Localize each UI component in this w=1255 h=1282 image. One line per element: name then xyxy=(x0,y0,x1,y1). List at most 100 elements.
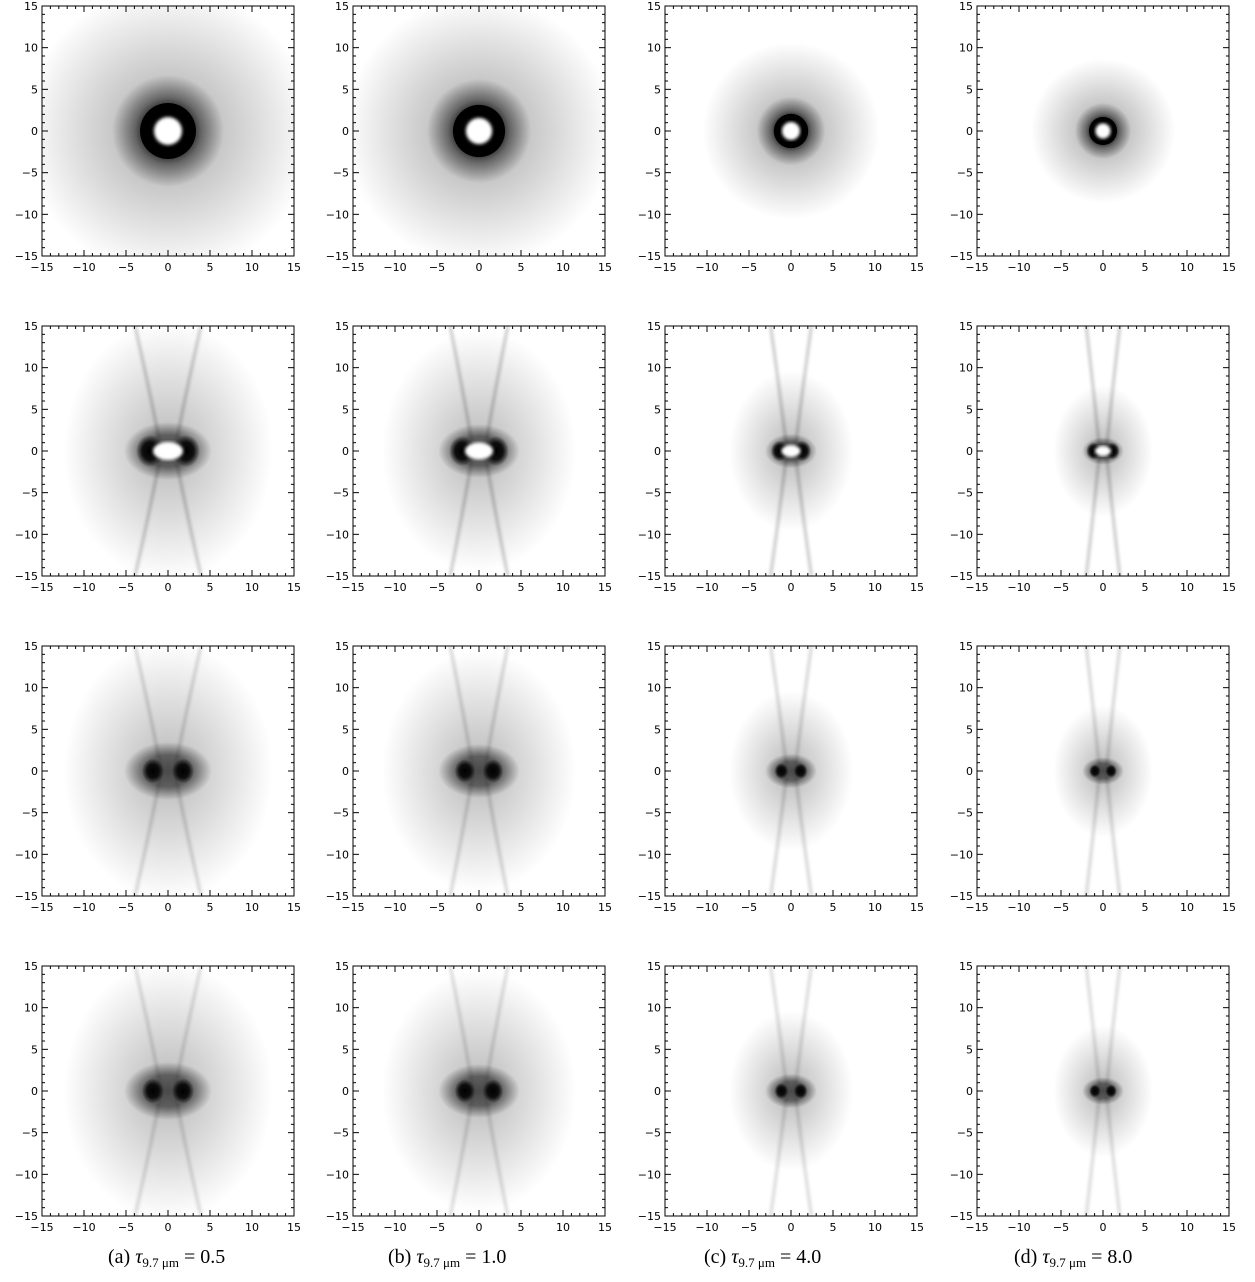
y-tick-label: 15 xyxy=(959,0,973,13)
panel-r1-c4: −15−15 −10 −10 −5 −5 0 0 5 5 10 10 15 15 xyxy=(950,0,1236,274)
dust-image xyxy=(977,326,1229,576)
y-tick-label: −15 xyxy=(326,1210,349,1223)
y-tick-label: 0 xyxy=(342,765,349,778)
x-tick-label: −15 xyxy=(965,261,988,274)
y-tick-label: 15 xyxy=(959,640,973,653)
x-tick-label: 10 xyxy=(556,1221,570,1234)
caption-a: (a) τ9.7 μm = 0.5 xyxy=(108,1246,226,1270)
caption-b: (b) τ9.7 μm = 1.0 xyxy=(388,1246,507,1270)
x-tick-label: 10 xyxy=(556,581,570,594)
x-tick-label: 5 xyxy=(1142,581,1149,594)
y-tick-label: −15 xyxy=(15,250,38,263)
x-tick-label: 15 xyxy=(910,901,924,914)
y-tick-label: 0 xyxy=(654,765,661,778)
y-tick-label: 10 xyxy=(24,42,38,55)
y-tick-label: −15 xyxy=(326,890,349,903)
y-tick-label: 10 xyxy=(335,42,349,55)
dust-image xyxy=(665,326,917,576)
x-tick-label: 15 xyxy=(910,261,924,274)
x-tick-label: 10 xyxy=(556,901,570,914)
x-tick-label: 0 xyxy=(1100,581,1107,594)
y-tick-label: 15 xyxy=(959,960,973,973)
y-tick-label: 5 xyxy=(654,403,661,416)
y-tick-label: 0 xyxy=(31,445,38,458)
dust-image xyxy=(665,646,917,896)
y-tick-label: 15 xyxy=(647,320,661,333)
y-tick-label: 15 xyxy=(24,320,38,333)
y-tick-label: 0 xyxy=(654,1085,661,1098)
x-tick-label: −5 xyxy=(1053,261,1069,274)
y-tick-label: 0 xyxy=(966,1085,973,1098)
y-tick-label: 0 xyxy=(342,1085,349,1098)
x-tick-label: 0 xyxy=(476,901,483,914)
x-tick-label: 0 xyxy=(476,1221,483,1234)
y-tick-label: −5 xyxy=(957,807,973,820)
y-tick-label: 15 xyxy=(24,960,38,973)
x-tick-label: 10 xyxy=(868,901,882,914)
x-tick-label: −15 xyxy=(30,581,53,594)
y-tick-label: 5 xyxy=(654,83,661,96)
x-tick-label: 0 xyxy=(1100,1221,1107,1234)
y-tick-label: −10 xyxy=(15,528,38,541)
y-tick-label: 10 xyxy=(24,682,38,695)
y-tick-label: 15 xyxy=(335,320,349,333)
y-tick-label: 10 xyxy=(335,682,349,695)
x-tick-label: 5 xyxy=(830,261,837,274)
y-tick-label: 10 xyxy=(647,682,661,695)
x-tick-label: −15 xyxy=(965,1221,988,1234)
x-tick-label: 10 xyxy=(868,1221,882,1234)
y-tick-label: 5 xyxy=(31,1043,38,1056)
y-tick-label: 10 xyxy=(959,42,973,55)
panel-r2-c3: −15−15 −10 −10 −5 −5 0 0 5 5 10 10 15 15 xyxy=(638,320,924,594)
x-tick-label: 5 xyxy=(518,581,525,594)
x-tick-label: −5 xyxy=(741,901,757,914)
x-tick-label: 15 xyxy=(1222,1221,1236,1234)
y-tick-label: 10 xyxy=(647,42,661,55)
x-tick-label: −5 xyxy=(741,261,757,274)
panel-r1-c2: −15−15 −10 −10 −5 −5 0 0 5 5 10 10 15 15 xyxy=(326,0,612,274)
y-tick-label: 5 xyxy=(31,723,38,736)
x-tick-label: 5 xyxy=(518,901,525,914)
cone-edges xyxy=(448,646,510,896)
y-tick-label: −10 xyxy=(638,528,661,541)
y-tick-label: −5 xyxy=(645,1127,661,1140)
y-tick-label: 5 xyxy=(654,1043,661,1056)
dust-image xyxy=(353,646,605,896)
x-tick-label: −15 xyxy=(965,581,988,594)
y-tick-label: −15 xyxy=(15,570,38,583)
y-tick-label: −5 xyxy=(333,807,349,820)
y-tick-label: 0 xyxy=(966,765,973,778)
y-tick-label: −15 xyxy=(15,890,38,903)
y-tick-label: 5 xyxy=(342,403,349,416)
y-tick-label: 15 xyxy=(335,640,349,653)
x-tick-label: 10 xyxy=(245,901,259,914)
y-tick-label: 15 xyxy=(24,640,38,653)
y-tick-label: −5 xyxy=(333,487,349,500)
y-tick-label: 10 xyxy=(24,362,38,375)
y-tick-label: 10 xyxy=(959,682,973,695)
dust-image xyxy=(353,6,605,256)
y-tick-label: 5 xyxy=(31,83,38,96)
y-tick-label: −15 xyxy=(950,1210,973,1223)
cone-edges xyxy=(133,966,203,1216)
x-tick-label: 5 xyxy=(207,581,214,594)
x-tick-label: −10 xyxy=(72,901,95,914)
y-tick-label: 10 xyxy=(647,362,661,375)
x-tick-label: −5 xyxy=(118,1221,134,1234)
x-tick-label: 10 xyxy=(1180,1221,1194,1234)
x-tick-label: 10 xyxy=(1180,901,1194,914)
x-tick-label: −5 xyxy=(429,261,445,274)
x-tick-label: 5 xyxy=(518,261,525,274)
y-tick-label: 0 xyxy=(31,1085,38,1098)
dust-image xyxy=(42,646,294,896)
x-tick-label: −15 xyxy=(341,261,364,274)
y-tick-label: −5 xyxy=(645,807,661,820)
image-panels: −15−15−10−10−5−5005510101515−15−15−10−10… xyxy=(15,0,1236,1234)
y-tick-label: 10 xyxy=(647,1002,661,1015)
y-tick-label: 5 xyxy=(342,723,349,736)
x-tick-label: 15 xyxy=(1222,901,1236,914)
y-tick-label: −10 xyxy=(638,848,661,861)
y-tick-label: −10 xyxy=(326,528,349,541)
panel-r4-c1: −15−15 −10 −10 −5 −5 0 0 5 5 10 10 15 15 xyxy=(15,960,301,1234)
